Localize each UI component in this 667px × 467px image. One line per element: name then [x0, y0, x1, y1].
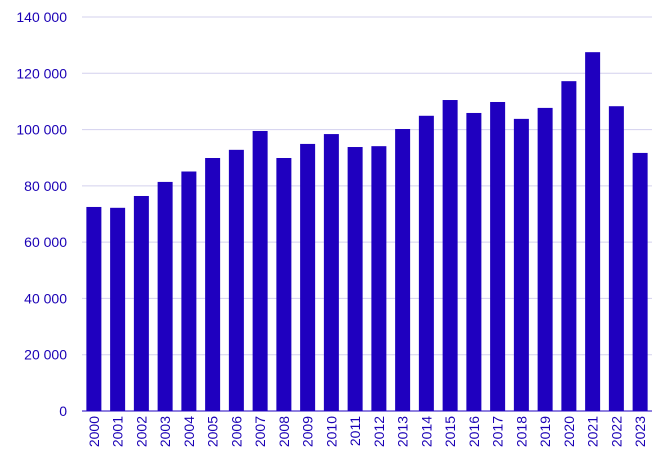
bar-2022	[608, 106, 624, 411]
y-tick-label: 140 000	[16, 9, 67, 25]
bar-2007	[252, 130, 268, 411]
x-tick-label: 2004	[181, 416, 197, 447]
x-tick-label: 2002	[133, 416, 149, 447]
x-tick-label: 2012	[371, 416, 387, 447]
y-tick-label: 120 000	[16, 65, 67, 81]
y-tick-label: 80 000	[24, 178, 67, 194]
x-axis-tick-labels: 2000 2001 2002 2003 2004 2005 2006 2007 2008 2009…	[86, 416, 648, 447]
x-tick-label: 2014	[418, 416, 434, 447]
x-tick-label: 2013	[395, 416, 411, 447]
gridlines	[82, 16, 652, 356]
bar-2023	[632, 152, 648, 411]
y-tick-label: 100 000	[16, 122, 67, 138]
x-tick-label: 2009	[300, 416, 316, 447]
x-tick-label: 2006	[228, 416, 244, 447]
x-tick-label: 2021	[585, 416, 601, 447]
x-tick-label: 2001	[110, 416, 126, 447]
x-tick-label: 2017	[490, 416, 506, 447]
bar-2004	[181, 171, 197, 411]
x-tick-label: 2019	[537, 416, 553, 447]
x-tick-label: 2015	[442, 416, 458, 447]
bar-2011	[347, 147, 363, 411]
x-tick-label: 2000	[86, 416, 102, 447]
x-tick-label: 2022	[608, 416, 624, 447]
bar-2015	[442, 100, 458, 412]
bar-2020	[561, 81, 577, 411]
bar-2016	[466, 112, 482, 412]
bar-2017	[490, 101, 506, 412]
bar-2013	[395, 129, 411, 411]
bar-2021	[585, 52, 601, 412]
bar-2001	[110, 207, 126, 411]
x-tick-label: 2011	[347, 416, 363, 446]
x-tick-label: 2020	[561, 416, 577, 447]
x-tick-label: 2003	[157, 416, 173, 447]
y-axis-tick-labels: 0 20 000 40 000 60 000 80 000 100 000 120 000 1…	[16, 9, 67, 419]
bars	[86, 52, 648, 412]
y-tick-label: 40 000	[24, 290, 67, 306]
x-tick-label: 2008	[276, 416, 292, 447]
bar-2012	[371, 146, 387, 411]
x-tick-label: 2016	[466, 416, 482, 447]
y-tick-label: 0	[59, 403, 67, 419]
bar-2018	[513, 118, 529, 412]
bar-2009	[300, 143, 316, 411]
x-tick-label: 2010	[323, 416, 339, 447]
bar-2014	[418, 115, 434, 411]
x-tick-label: 2018	[513, 416, 529, 447]
bar-2006	[228, 149, 244, 411]
bar-2008	[276, 157, 292, 411]
x-tick-label: 2007	[252, 416, 268, 447]
y-tick-label: 20 000	[24, 347, 67, 363]
bar-2019	[537, 107, 553, 411]
bar-2010	[323, 134, 339, 411]
bar-2000	[86, 206, 102, 411]
bar-2005	[205, 157, 221, 411]
x-tick-label: 2005	[205, 416, 221, 447]
x-tick-label: 2023	[632, 416, 648, 447]
bar-2003	[157, 181, 173, 411]
y-tick-label: 60 000	[24, 234, 67, 250]
bar-2002	[133, 195, 149, 411]
